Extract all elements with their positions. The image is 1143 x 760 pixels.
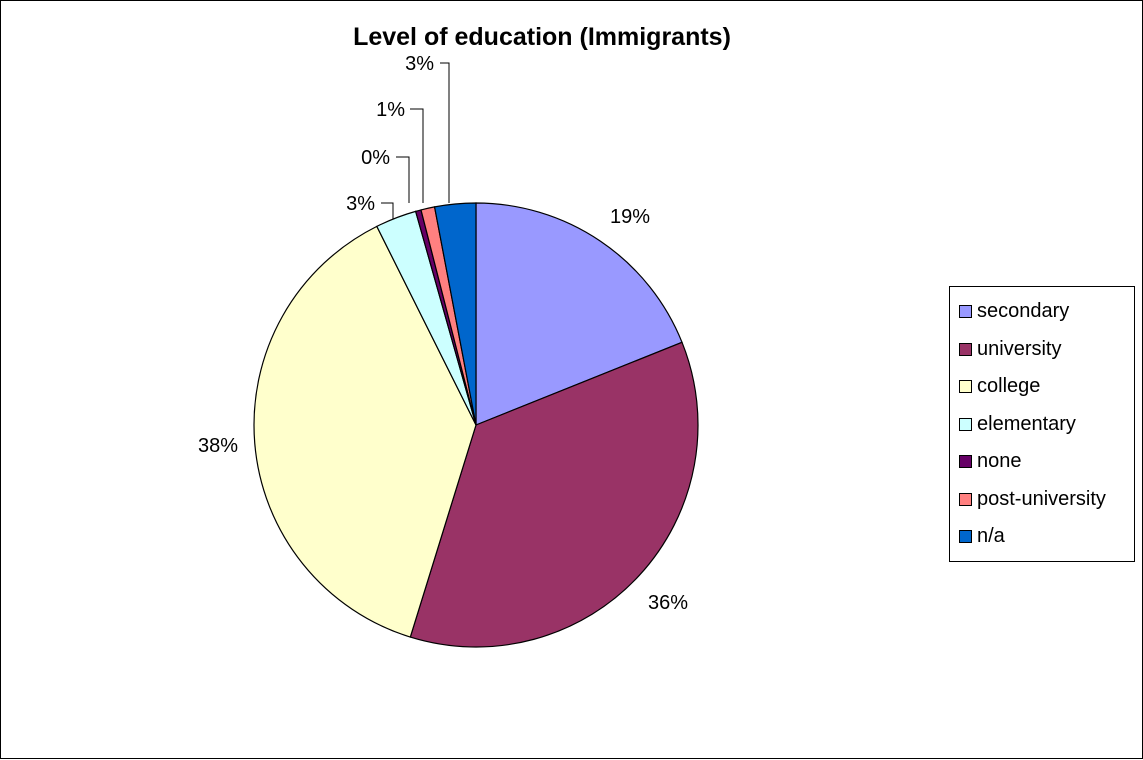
legend-label: secondary	[977, 300, 1070, 323]
legend-label: college	[977, 375, 1041, 398]
legend-label: post-university	[977, 487, 1106, 510]
chart-title: Level of education (Immigrants)	[353, 23, 731, 51]
legend-swatch	[959, 530, 972, 544]
pie-slice-university	[409, 341, 699, 648]
legend: secondary university college elementary none…	[949, 286, 1135, 562]
legend-item-elementary: elementary	[959, 406, 1134, 444]
data-label-university: 36%	[648, 592, 688, 614]
legend-item-n-a: n/a	[959, 518, 1134, 556]
leader-line-n-a	[440, 62, 450, 203]
legend-swatch	[959, 342, 972, 356]
data-label-none: 0%	[361, 147, 390, 169]
legend-swatch	[959, 380, 972, 394]
data-label-post-university: 1%	[376, 99, 405, 121]
legend-swatch	[959, 305, 972, 319]
legend-item-college: college	[959, 368, 1134, 406]
legend-label: n/a	[977, 525, 1005, 548]
pie-slice-n-a	[433, 202, 477, 426]
leader-line-elementary	[381, 202, 394, 219]
pie-slice-college	[253, 225, 477, 638]
data-label-n-a: 3%	[405, 53, 434, 75]
legend-swatch	[959, 417, 972, 431]
data-label-college: 38%	[198, 435, 238, 457]
leader-line-post-university	[410, 108, 424, 203]
legend-item-university: university	[959, 331, 1134, 369]
data-label-elementary: 3%	[346, 193, 375, 215]
legend-item-none: none	[959, 443, 1134, 481]
legend-item-post-university: post-university	[959, 481, 1134, 519]
pie-labels: 19% 36% 38% 3% 0% 1% 3%	[198, 53, 688, 614]
legend-label: university	[977, 337, 1062, 360]
legend-label: none	[977, 450, 1022, 473]
pie-slice-secondary	[475, 202, 683, 426]
legend-item-secondary: secondary	[959, 293, 1134, 331]
pie-slices	[253, 202, 699, 648]
data-label-secondary: 19%	[610, 206, 650, 228]
leader-line-none	[396, 156, 410, 203]
legend-swatch	[959, 455, 972, 469]
legend-label: elementary	[977, 412, 1076, 435]
legend-swatch	[959, 492, 972, 506]
